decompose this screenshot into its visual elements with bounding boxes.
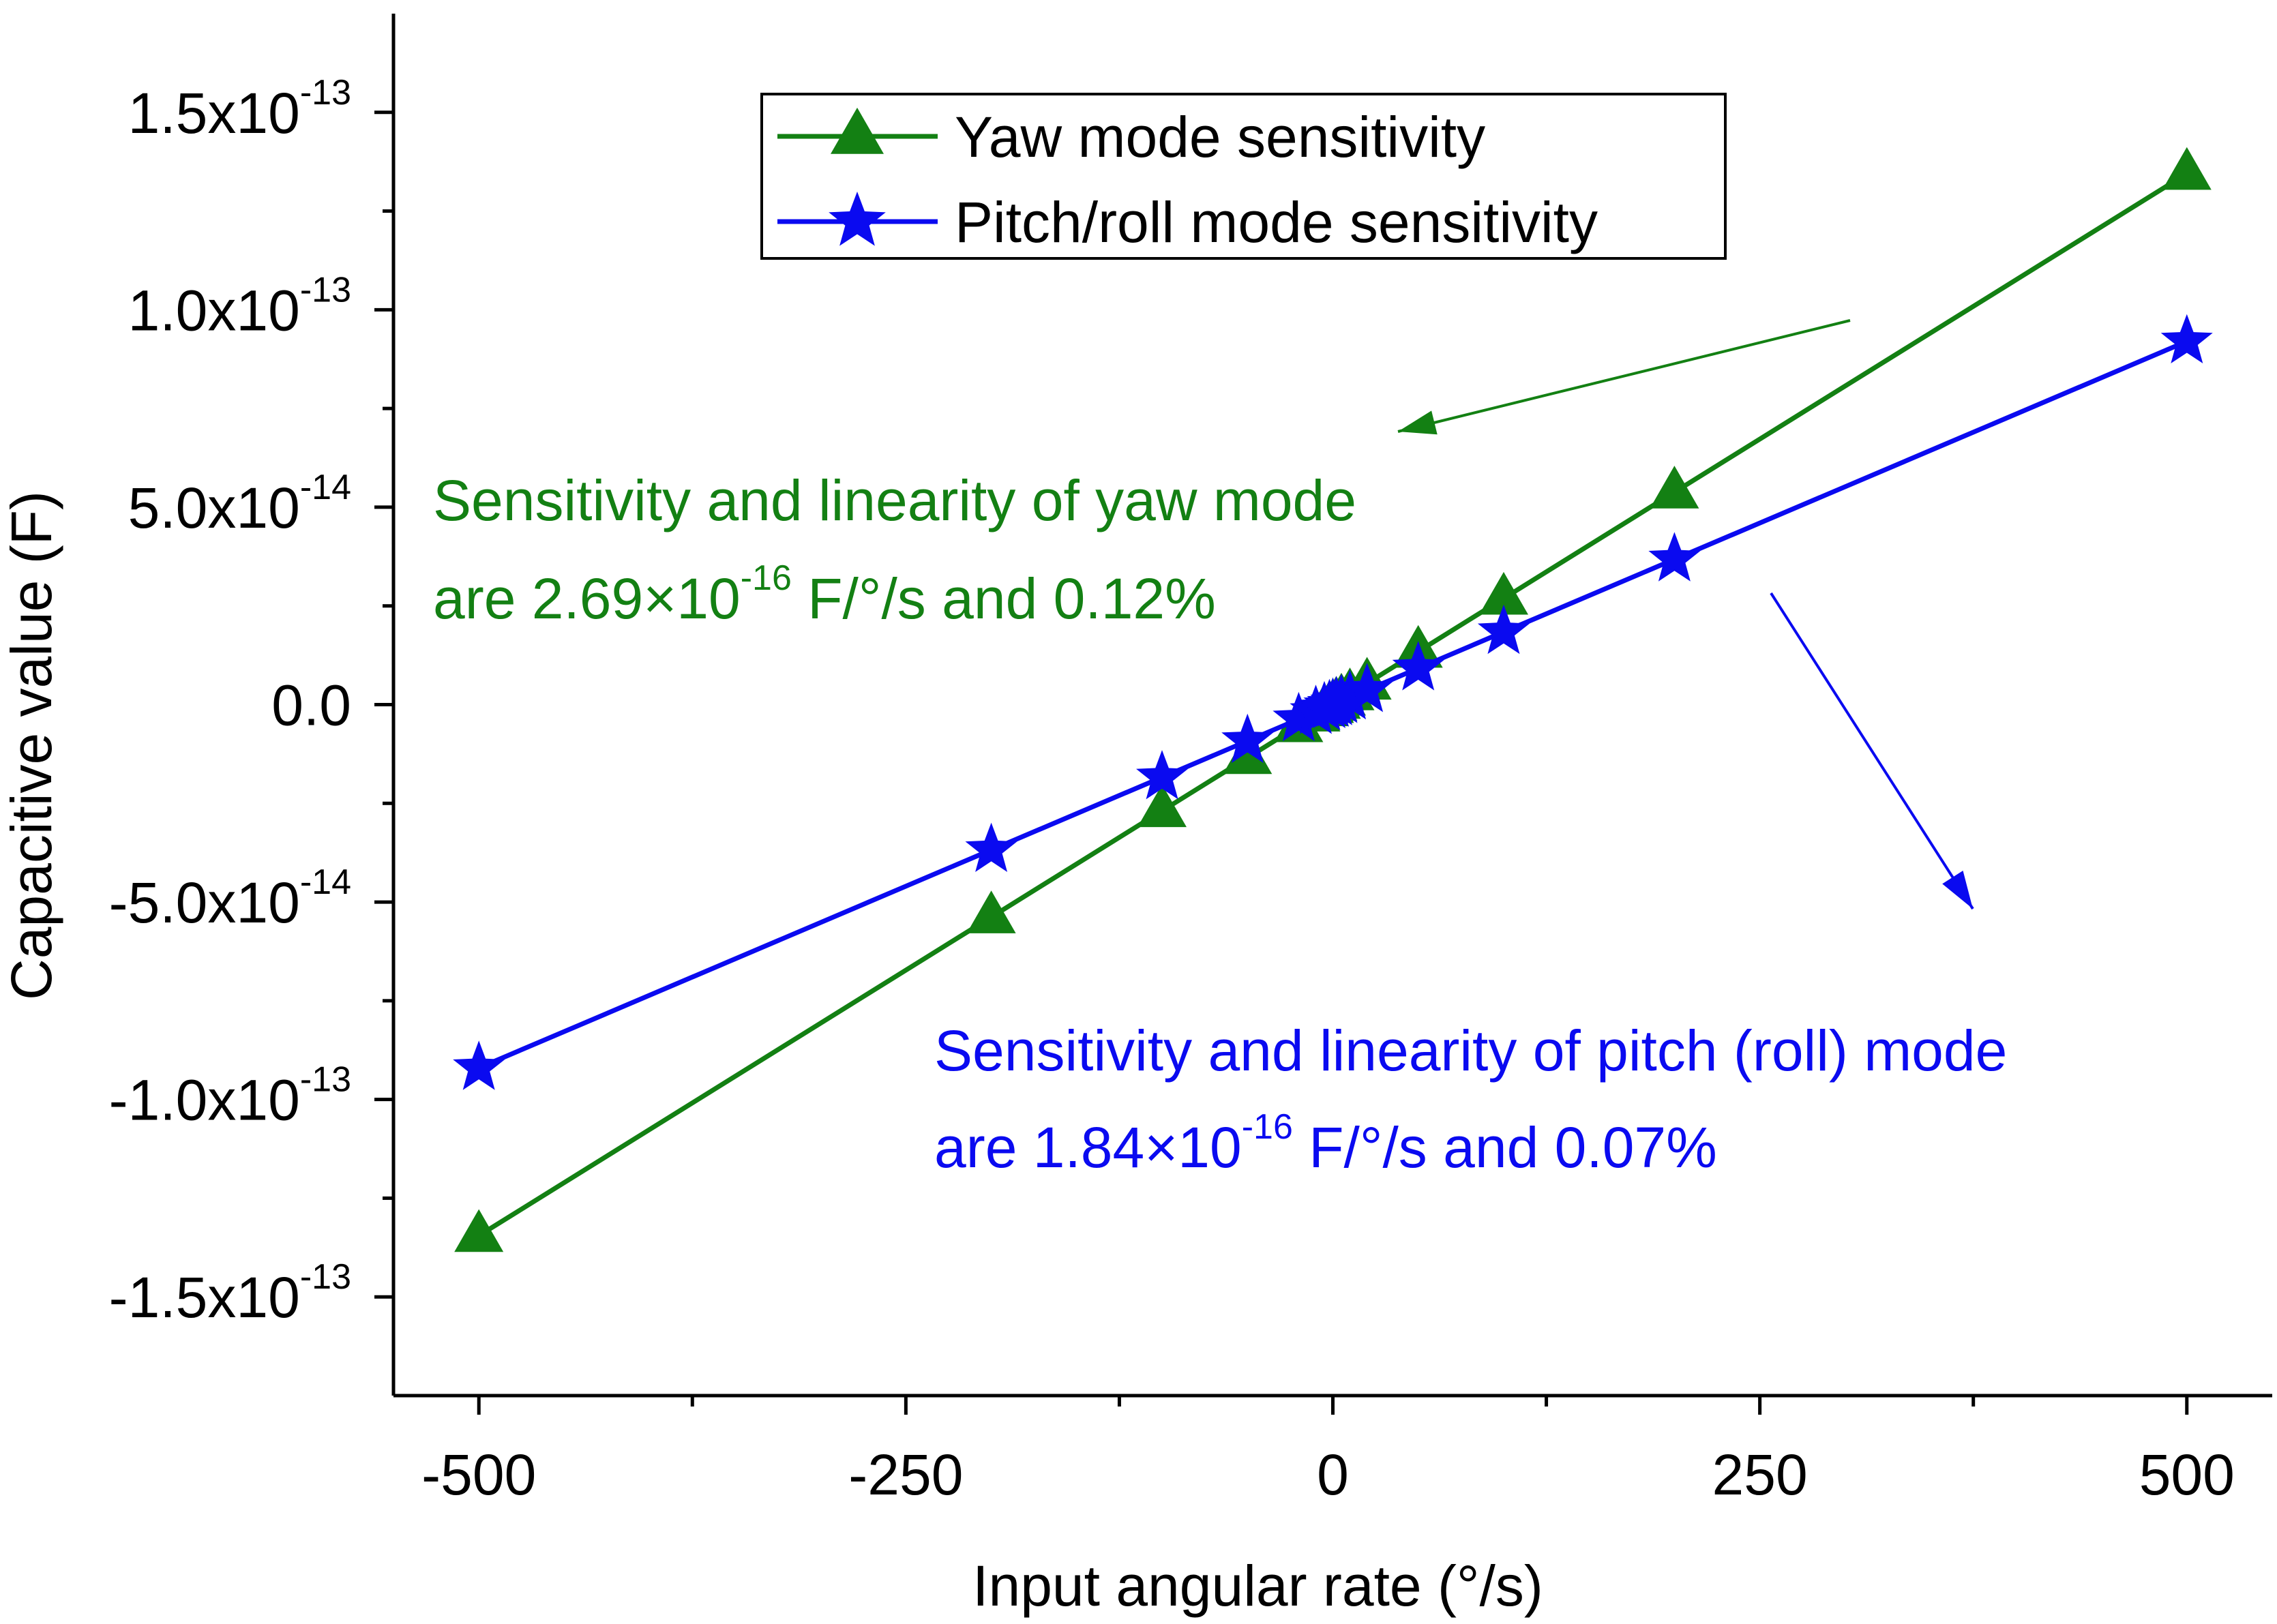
y-tick-label: 0.0 (271, 674, 351, 738)
legend-label: Yaw mode sensitivity (955, 105, 1485, 169)
data-point (1136, 750, 1189, 800)
data-point (454, 1209, 504, 1252)
y-tick-mantissa: 5.0x10 (128, 476, 300, 540)
annotation-line-1: Sensitivity and linearity of yaw mode (433, 468, 1356, 532)
data-point (1479, 571, 1528, 615)
annotation-line-1: Sensitivity and linearity of pitch (roll… (934, 1019, 2007, 1083)
y-tick-label: -1.5x10-13 (109, 1257, 351, 1329)
y-tick-label: 5.0x10-14 (128, 468, 351, 540)
arrow-shaft (1397, 319, 1851, 433)
data-point (1223, 731, 1273, 775)
data-point (1477, 604, 1530, 655)
legend-entry-yaw: Yaw mode sensitivity (777, 105, 1485, 169)
triangle-icon (831, 107, 884, 154)
x-axis-title: Input angular rate (°/s) (972, 1554, 1543, 1618)
data-point (453, 1040, 505, 1090)
legend-entry-pitch-roll: Pitch/roll mode sensitivity (777, 190, 1598, 254)
data-point (2160, 314, 2213, 363)
y-tick-mantissa: -1.0x10 (109, 1068, 300, 1132)
annotation-units: F/°/s and 0.12% (792, 567, 1216, 631)
y-axis-title: Capacitive value (F) (0, 491, 63, 1000)
annotation-value: are 2.69×10 (433, 567, 741, 631)
data-point (1324, 670, 1376, 720)
star-icon (829, 192, 886, 246)
data-point (1650, 466, 1699, 509)
annotation-exponent: -16 (1242, 1107, 1293, 1147)
y-tick-exponent: -13 (300, 1257, 351, 1297)
data-point (1341, 663, 1393, 712)
data-point (1648, 532, 1701, 582)
arrow-head (1398, 410, 1438, 435)
legend-box (760, 93, 1727, 260)
y-tick-exponent: -13 (300, 1060, 351, 1100)
arrow-head (1942, 871, 1973, 909)
data-point (966, 890, 1016, 933)
legend-label: Pitch/roll mode sensitivity (955, 190, 1598, 254)
annotation-yaw: Sensitivity and linearity of yaw mode are… (433, 468, 1356, 631)
arrow-yaw (1397, 319, 1851, 435)
x-tick-label: -250 (848, 1443, 963, 1507)
y-tick-exponent: -13 (300, 270, 351, 310)
plot-area (453, 147, 2213, 1252)
y-tick-label: -1.0x10-13 (109, 1060, 351, 1132)
annotation-pitch-roll: Sensitivity and linearity of pitch (roll… (934, 1019, 2007, 1179)
data-point (2162, 147, 2212, 190)
y-tick-exponent: -13 (300, 73, 351, 112)
data-point (1221, 713, 1274, 764)
arrow-pitch-roll (1770, 592, 1974, 910)
data-point (1273, 691, 1325, 742)
y-tick-label: 1.0x10-13 (128, 270, 351, 342)
annotation-units: F/°/s and 0.07% (1293, 1115, 1717, 1179)
annotation-exponent: -16 (741, 558, 792, 598)
data-point (965, 822, 1017, 872)
arrow-shaft (1770, 592, 1974, 910)
annotation-line-2: are 1.84×10-16 F/°/s and 0.07% (934, 1107, 1717, 1179)
y-tick-mantissa: 1.0x10 (128, 278, 300, 342)
y-tick-exponent: -14 (300, 862, 351, 902)
annotation-value: are 1.84×10 (934, 1115, 1242, 1179)
x-tick-label: 0 (1317, 1443, 1349, 1507)
series-pitch-roll (453, 314, 2213, 1090)
annotation-line-2: are 2.69×10-16 F/°/s and 0.12% (433, 558, 1216, 631)
annotations: Sensitivity and linearity of yaw mode are… (433, 319, 2007, 1179)
data-point (1392, 641, 1444, 691)
y-tick-mantissa: 1.5x10 (128, 81, 300, 145)
x-tick-label: 500 (2139, 1443, 2235, 1507)
y-tick-mantissa: 0.0 (271, 674, 351, 738)
axes: -500 -250 0 250 500-1.5x10-13-1.0x10-13-5.0x… (0, 14, 2272, 1618)
x-tick-label: -500 (421, 1443, 536, 1507)
y-tick-label: 1.5x10-13 (128, 73, 351, 145)
y-tick-mantissa: -1.5x10 (109, 1265, 300, 1329)
legend: Yaw mode sensitivity Pitch/roll mode sens… (760, 93, 1727, 260)
y-tick-mantissa: -5.0x10 (109, 871, 300, 935)
y-tick-exponent: -14 (300, 468, 351, 507)
x-tick-label: 250 (1712, 1443, 1808, 1507)
data-point (1137, 784, 1187, 828)
y-tick-label: -5.0x10-14 (109, 862, 351, 935)
